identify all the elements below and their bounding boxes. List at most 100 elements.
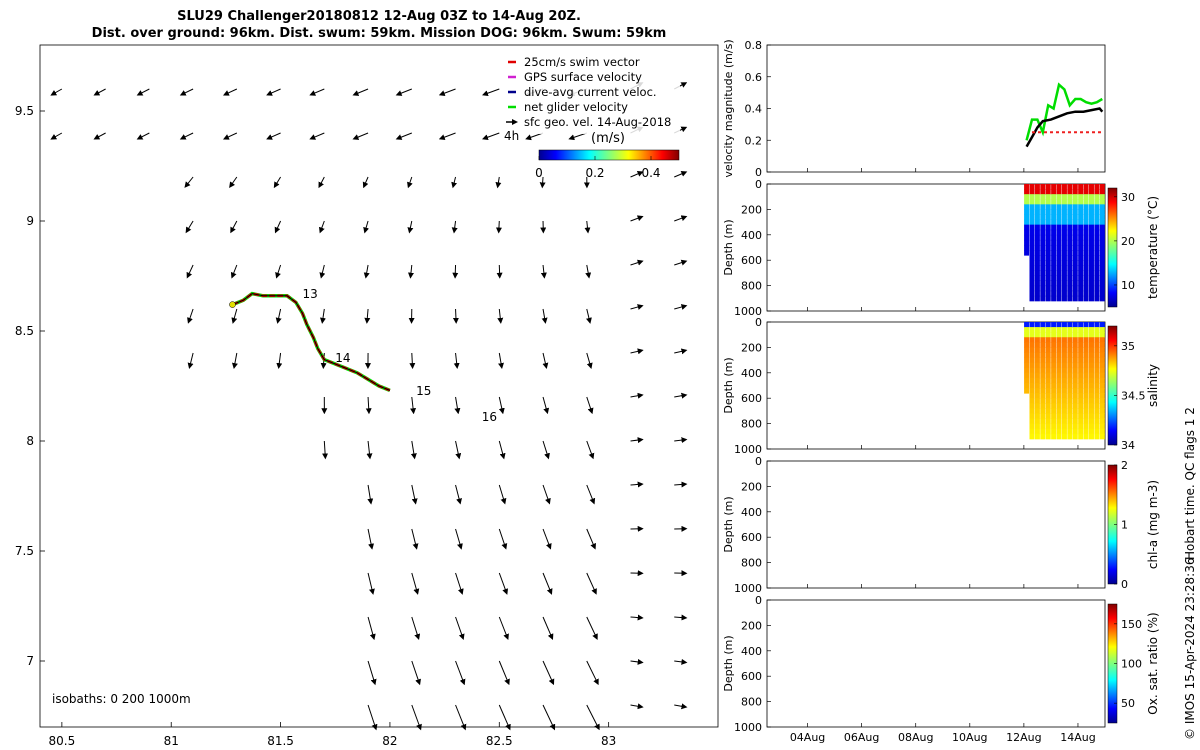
- profile-cell: [1024, 234, 1030, 241]
- profile-cell: [1040, 403, 1046, 409]
- profile-cell: [1045, 413, 1051, 420]
- profile-cell: [1056, 367, 1062, 374]
- profile-cell: [1034, 327, 1040, 333]
- current-vector: [630, 392, 644, 399]
- current-vector: [586, 528, 596, 550]
- profile-cell: [1029, 322, 1035, 328]
- profile-cell: [1099, 428, 1105, 435]
- profile-cell: [1056, 322, 1062, 328]
- profile-cell: [1067, 234, 1073, 241]
- profile-cell: [1072, 244, 1078, 251]
- profile-cell: [1094, 194, 1100, 200]
- current-vector: [454, 396, 461, 415]
- profile-cell: [1088, 377, 1094, 384]
- profile-cell: [1094, 260, 1100, 266]
- profile-cell: [1051, 337, 1057, 343]
- profile-cell: [1083, 423, 1089, 430]
- current-vector: [542, 528, 552, 550]
- profile-cell: [1099, 224, 1105, 231]
- map-y-tick-label: 8: [26, 434, 34, 448]
- profile-cell: [1067, 398, 1073, 404]
- time-tick-label: 08Aug: [898, 731, 933, 744]
- profile-cell: [1056, 408, 1062, 414]
- profile-cell: [1099, 352, 1105, 359]
- glider-track: [229, 291, 391, 393]
- profile-cell: [1051, 184, 1057, 190]
- profile-cell: [1083, 250, 1089, 256]
- profile-cell: [1099, 295, 1105, 302]
- profile-cell: [1072, 224, 1078, 231]
- profile-cell: [1061, 428, 1067, 435]
- profile-cell: [1056, 382, 1062, 389]
- legend-label: 25cm/s swim vector: [524, 55, 640, 69]
- panel-2: 0 200 400 600 800 1000 Depth (m) 34 34.5 35 salini…: [722, 316, 1160, 456]
- profile-cell: [1056, 418, 1062, 425]
- profile-cell: [1088, 265, 1094, 271]
- current-vector: [365, 396, 372, 415]
- profile-cell: [1072, 189, 1078, 195]
- colorbar-tick-label: 1: [1121, 519, 1128, 532]
- current-vector: [482, 132, 500, 141]
- profile-cell: [1034, 337, 1040, 343]
- chart-subtitle: Dist. over ground: 96km. Dist. swum: 59k…: [91, 26, 667, 41]
- profile-cell: [1040, 280, 1046, 287]
- profile-cell: [1024, 244, 1030, 251]
- profile-cell: [1099, 332, 1105, 338]
- profile-cell: [1056, 275, 1062, 282]
- profile-cell: [1034, 285, 1040, 292]
- colorbar-tick-label: 150: [1121, 618, 1142, 631]
- profile-cell: [1067, 418, 1073, 425]
- profile-cell: [1088, 214, 1094, 221]
- panel-y-tick-label: 400: [741, 645, 762, 658]
- profile-cell: [1094, 428, 1100, 435]
- profile-cell: [1034, 382, 1040, 389]
- profile-cell: [1078, 194, 1084, 200]
- profile-cell: [1045, 372, 1051, 379]
- panel-y-tick-label: 600: [741, 531, 762, 544]
- profile-cell: [1067, 194, 1073, 200]
- profile-cell: [1034, 362, 1040, 369]
- profile-cell: [1088, 219, 1094, 226]
- profile-cell: [1083, 372, 1089, 379]
- profile-cell: [1024, 362, 1030, 369]
- current-vector: [674, 481, 688, 488]
- profile-cell: [1078, 357, 1084, 364]
- profile-cell: [1051, 244, 1057, 251]
- profile-cell: [1072, 428, 1078, 435]
- profile-cell: [1051, 413, 1057, 420]
- profile-cell: [1083, 239, 1089, 246]
- profile-cell: [1051, 260, 1057, 266]
- profile-cell: [1088, 357, 1094, 364]
- profile-cell: [1040, 234, 1046, 241]
- profile-cell: [1045, 239, 1051, 246]
- profile-cell: [1078, 372, 1084, 379]
- profile-cell: [1029, 224, 1035, 231]
- profile-cell: [1088, 280, 1094, 287]
- profile-cell: [1034, 244, 1040, 251]
- current-vector: [455, 440, 462, 460]
- profile-cell: [1088, 295, 1094, 302]
- map-y-tick-label: 9.5: [15, 104, 34, 118]
- profile-cell: [1051, 214, 1057, 221]
- profile-cell: [1029, 347, 1035, 353]
- profile-cell: [1094, 229, 1100, 236]
- profile-cell: [1078, 403, 1084, 409]
- map-x-tick-label: 83: [601, 734, 616, 748]
- profile-cell: [1034, 189, 1040, 195]
- profile-cell: [1061, 357, 1067, 364]
- current-vector: [498, 484, 507, 505]
- current-vector: [455, 528, 463, 550]
- profile-cell: [1072, 199, 1078, 205]
- profile-cell: [1029, 194, 1035, 200]
- profile-cell: [1067, 362, 1073, 369]
- profile-cell: [1099, 342, 1105, 348]
- profile-cell: [1083, 377, 1089, 384]
- panel-y-tick-label: 0.2: [745, 134, 763, 147]
- profile-cell: [1056, 347, 1062, 353]
- profile-cell: [1051, 382, 1057, 389]
- profile-cell: [1029, 342, 1035, 348]
- profile-cell: [1088, 239, 1094, 246]
- current-vector: [498, 616, 509, 641]
- profile-cell: [1040, 295, 1046, 302]
- profile-cell: [1051, 428, 1057, 435]
